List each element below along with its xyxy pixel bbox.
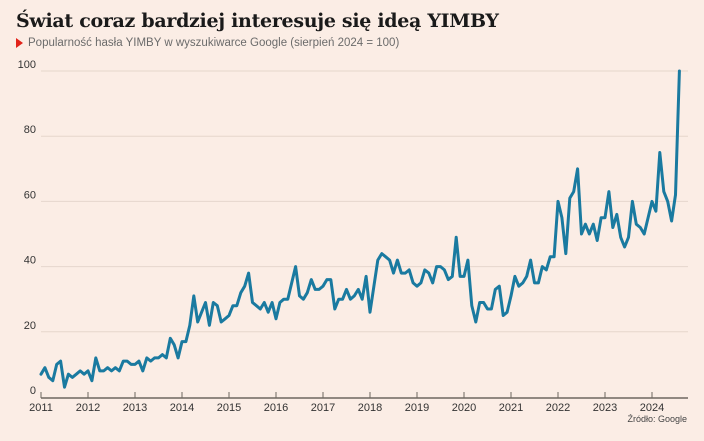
x-tick-label: 2016 <box>264 402 288 414</box>
series-line-yimby <box>39 69 681 389</box>
x-tick-label: 2013 <box>123 402 147 414</box>
x-tick-label: 2020 <box>452 402 476 414</box>
x-tick-label: 2023 <box>593 402 617 414</box>
y-tick-label: 100 <box>18 59 36 71</box>
x-tick-label: 2018 <box>358 402 382 414</box>
x-tick-label: 2014 <box>170 402 194 414</box>
y-tick-label: 60 <box>24 189 36 201</box>
subtitle-text: Popularność hasła YIMBY w wyszukiwarce G… <box>28 37 400 49</box>
x-tick-label: 2024 <box>640 402 664 414</box>
x-tick-label: 2015 <box>217 402 241 414</box>
x-tick-label: 2012 <box>76 402 100 414</box>
source-note: Źródło: Google <box>627 414 687 424</box>
chart-title: Świat coraz bardziej interesuje się ideą… <box>16 10 499 32</box>
x-tick-label: 2011 <box>29 402 53 414</box>
y-tick-label: 20 <box>24 320 36 332</box>
y-tick-label: 0 <box>30 385 36 397</box>
chart-subtitle: Popularność hasła YIMBY w wyszukiwarce G… <box>16 37 399 49</box>
x-tick-label: 2021 <box>499 402 523 414</box>
x-tick-label: 2019 <box>405 402 429 414</box>
y-tick-label: 40 <box>24 255 36 267</box>
triangle-marker-icon <box>16 38 23 48</box>
y-tick-label: 80 <box>24 124 36 136</box>
x-tick-label: 2017 <box>311 402 335 414</box>
x-tick-label: 2022 <box>546 402 570 414</box>
